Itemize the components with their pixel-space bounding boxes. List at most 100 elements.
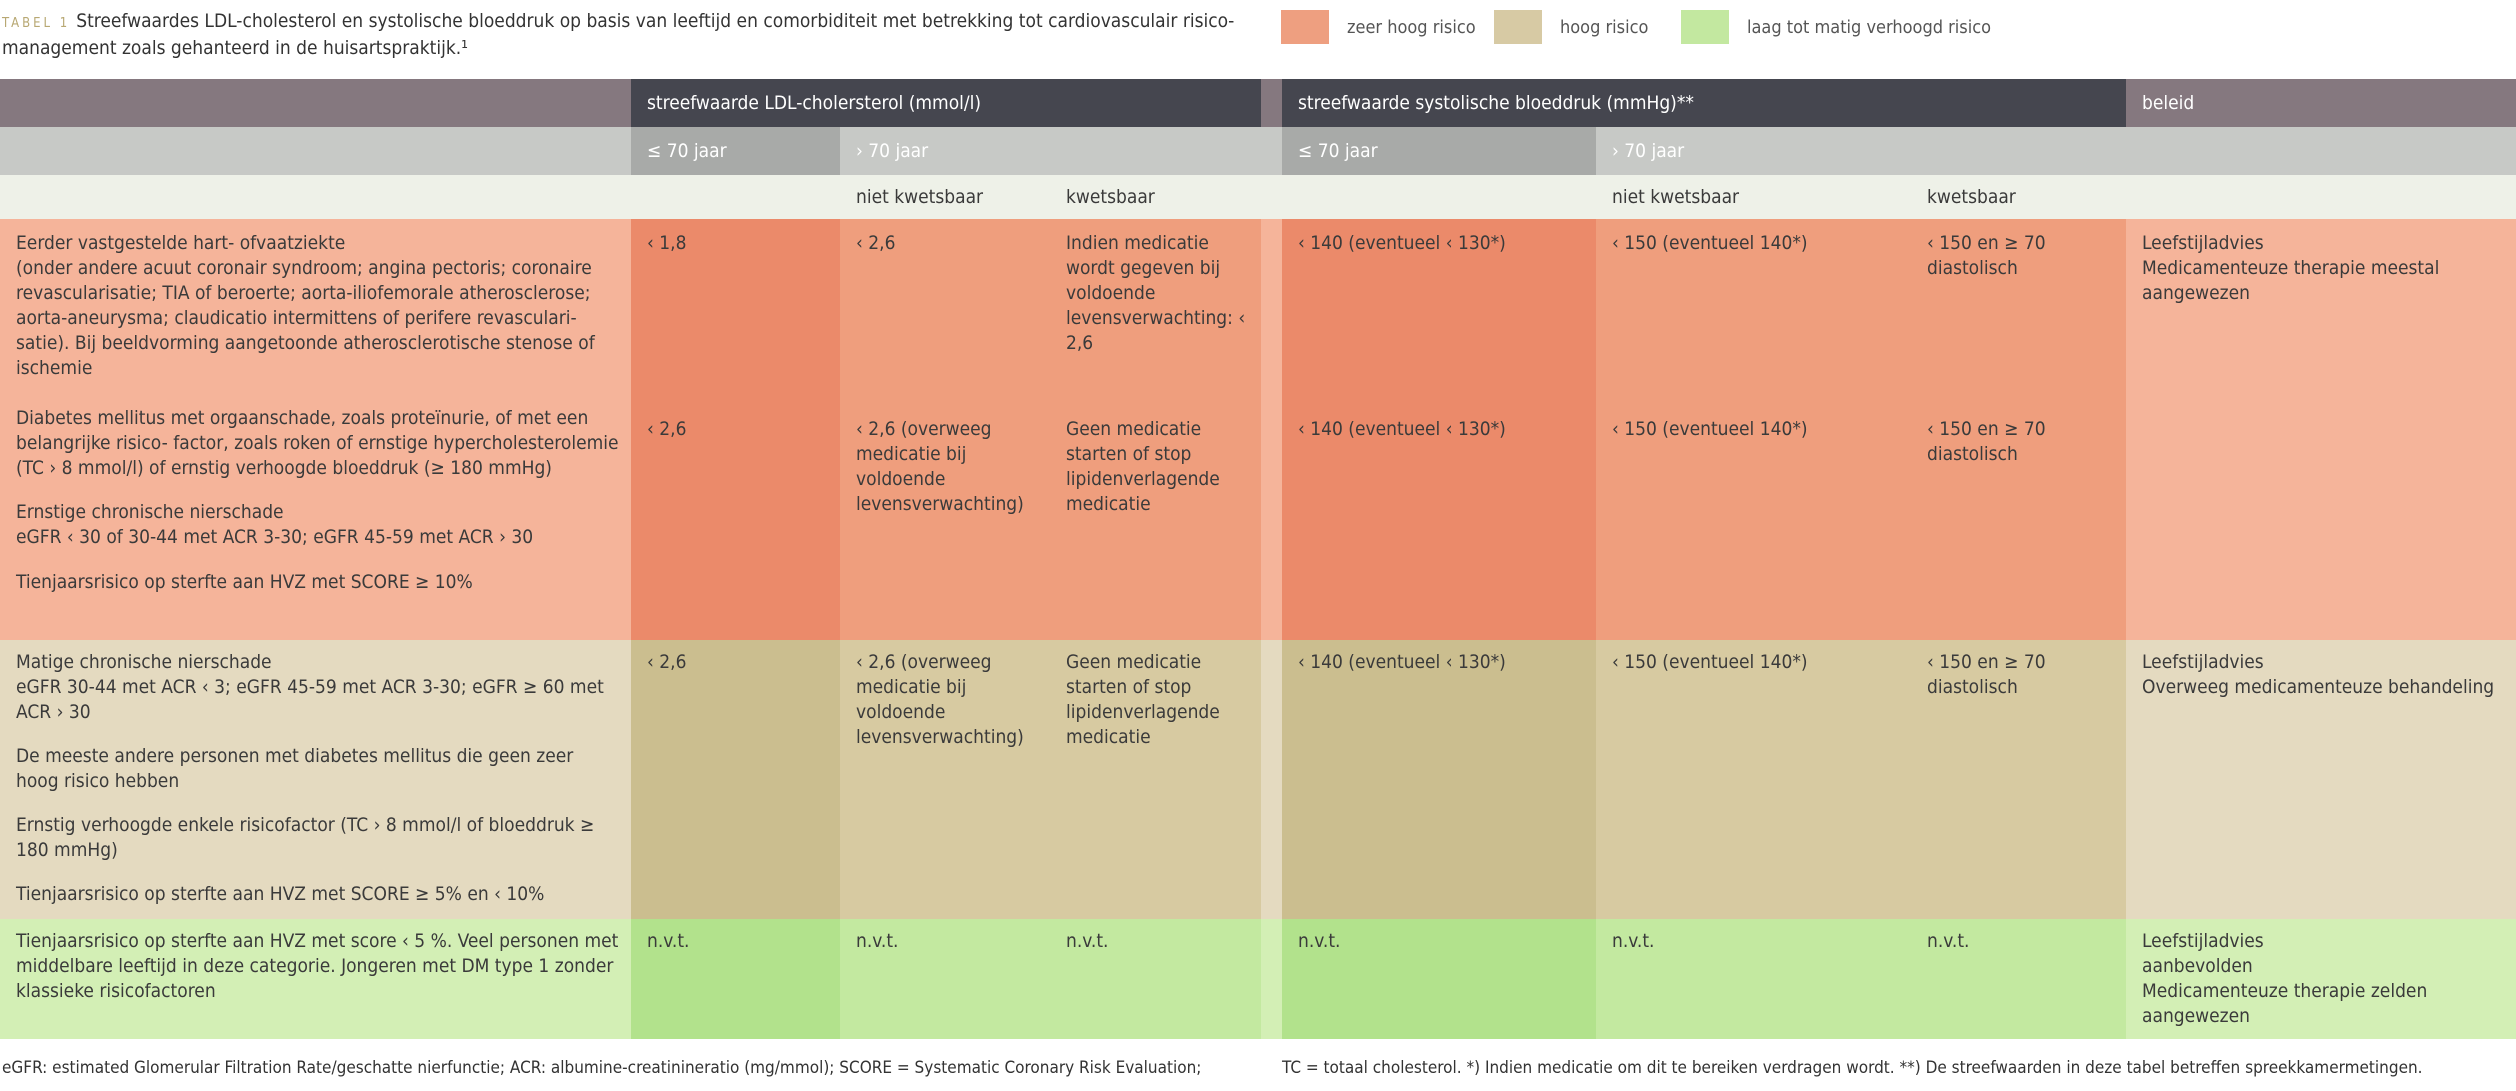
green-beleid-c: Medicamenteuze therapie zelden aangeweze…: [2142, 980, 2428, 1027]
green-beleid-b: aanbevolden: [2142, 955, 2253, 977]
subheader-ldl-gt70: › 70 jaar: [840, 127, 1261, 175]
header-beleid: beleid: [2126, 79, 2516, 127]
legend-swatch-tan: [1494, 10, 1542, 44]
subheader-gap: [1261, 127, 1282, 175]
subheader-ldl-le70-label: ≤ 70 jaar: [647, 140, 727, 162]
tan-ldl-kw-value: Geen medicatie starten of stop lipidenve…: [1066, 651, 1220, 748]
green-desc: Tienjaarsrisico op sterfte aan HVZ met s…: [16, 930, 619, 1002]
tan-beleid: Leefstijladvies Overweeg medicamenteuze …: [2126, 640, 2516, 919]
green-bp-kwetsbaar: n.v.t.: [1911, 919, 2126, 1039]
header-bp-label: streefwaarde systolische bloeddruk (mmHg…: [1298, 92, 1694, 114]
green-bp-niet-value: n.v.t.: [1612, 930, 1655, 952]
footnote-left: eGFR: estimated Glomerular Filtration Ra…: [2, 1058, 1202, 1078]
red-bp-niet-a: ‹ 150 (eventueel 140*): [1612, 232, 1808, 254]
footnote-right: TC = totaal cholesterol. *) Indien medic…: [1282, 1058, 2423, 1078]
table-label: TABEL 1: [2, 16, 71, 31]
green-bp-kw-value: n.v.t.: [1927, 930, 1970, 952]
subheader-bp-le70-label: ≤ 70 jaar: [1298, 140, 1378, 162]
header-ldl-label: streefwaarde LDL-cholersterol (mmol/l): [647, 92, 982, 114]
subheader-ldl-niet-label: niet kwetsbaar: [856, 186, 984, 208]
tan-bp-kw-value: ‹ 150 en ≥ 70 diastolisch: [1927, 651, 2046, 698]
red-bp-kw-a: ‹ 150 en ≥ 70 diastolisch: [1927, 232, 2046, 279]
legend-very-high: zeer hoog risico: [1281, 10, 1476, 44]
tan-ldl-le70: ‹ 2,6: [631, 640, 840, 919]
legend-label-very-high: zeer hoog risico: [1347, 16, 1476, 38]
subheader-bp-kwetsbaar: kwetsbaar: [1911, 175, 2126, 219]
tan-bp-niet-kwetsbaar: ‹ 150 (eventueel 140*): [1596, 640, 1911, 919]
red-desc-title: Eerder vastgestelde hart- ofvaatziekte: [16, 232, 346, 254]
legend-swatch-red: [1281, 10, 1329, 44]
tan-desc-diabetes: De meeste andere personen met diabetes m…: [16, 745, 574, 792]
red-desc-score: Tienjaarsrisico op sterfte aan HVZ met S…: [16, 571, 473, 593]
green-bp-niet-kwetsbaar: n.v.t.: [1596, 919, 1911, 1039]
red-ldl-kw-a: Indien medicatie wordt gegeven bij voldo…: [1066, 232, 1246, 354]
red-desc-detail: (onder andere acuut coronair syndroom; a…: [16, 257, 595, 379]
subheader-ldl-niet-kwetsbaar: niet kwetsbaar: [840, 175, 1050, 219]
red-bp-kw-b: ‹ 150 en ≥ 70 diastolisch: [1927, 418, 2046, 465]
red-desc-diabetes: Diabetes mellitus met orgaanschade, zoal…: [16, 407, 619, 479]
tan-row-description: Matige chronische nierschade eGFR 30-44 …: [0, 640, 631, 919]
tan-beleid-a: Leefstijladvies: [2142, 651, 2264, 673]
green-bp-le70: n.v.t.: [1282, 919, 1596, 1039]
green-ldl-niet-kwetsbaar: n.v.t.: [840, 919, 1050, 1039]
red-gap: [1261, 219, 1282, 640]
table-title: TABEL 1 Streefwaardes LDL-cholesterol en …: [2, 9, 1272, 61]
red-ldl-le70-b: ‹ 2,6: [647, 418, 687, 440]
tan-bp-niet-value: ‹ 150 (eventueel 140*): [1612, 651, 1808, 673]
subheader-ldl-kw-label: kwetsbaar: [1066, 186, 1155, 208]
green-ldl-kw-value: n.v.t.: [1066, 930, 1109, 952]
red-ldl-le70-a: ‹ 1,8: [647, 232, 687, 254]
red-bp-niet-b: ‹ 150 (eventueel 140*): [1612, 418, 1808, 440]
header-bp: streefwaarde systolische bloeddruk (mmHg…: [1282, 79, 2126, 127]
header-left-blank: [0, 79, 631, 127]
tan-bp-le70: ‹ 140 (eventueel ‹ 130*): [1282, 640, 1596, 919]
red-bp-le70-b: ‹ 140 (eventueel ‹ 130*): [1298, 418, 1506, 440]
green-beleid: Leefstijladvies aanbevolden Medicamenteu…: [2126, 919, 2516, 1039]
red-beleid-b: Medicamenteuze therapie meestal aangewez…: [2142, 257, 2440, 304]
tan-gap: [1261, 640, 1282, 919]
green-ldl-niet-value: n.v.t.: [856, 930, 899, 952]
red-beleid: Leefstijladvies Medicamenteuze therapie …: [2126, 219, 2516, 640]
legend-swatch-green: [1681, 10, 1729, 44]
green-beleid-a: Leefstijladvies: [2142, 930, 2264, 952]
red-bp-niet-kwetsbaar: ‹ 150 (eventueel 140*) ‹ 150 (eventueel …: [1596, 219, 1911, 640]
green-ldl-kwetsbaar: n.v.t.: [1050, 919, 1261, 1039]
tan-desc-kidney-detail: eGFR 30-44 met ACR ‹ 3; eGFR 45-59 met A…: [16, 676, 604, 723]
legend-label-high: hoog risico: [1560, 16, 1649, 38]
tan-desc-score: Tienjaarsrisico op sterfte aan HVZ met S…: [16, 883, 545, 905]
green-bp-le70-value: n.v.t.: [1298, 930, 1341, 952]
red-desc-kidney-detail: eGFR ‹ 30 of 30-44 met ACR 3-30; eGFR 45…: [16, 526, 534, 548]
subheader-ldl-kwetsbaar: kwetsbaar: [1050, 175, 1261, 219]
tan-beleid-b: Overweeg medicamenteuze behandeling: [2142, 676, 2495, 698]
tan-ldl-le70-value: ‹ 2,6: [647, 651, 687, 673]
red-ldl-le70: ‹ 1,8 ‹ 2,6: [631, 219, 840, 640]
red-bp-le70-a: ‹ 140 (eventueel ‹ 130*): [1298, 232, 1506, 254]
tan-desc-kidney-title: Matige chronische nierschade: [16, 651, 272, 673]
green-gap: [1261, 919, 1282, 1039]
table-caption: Streefwaardes LDL-cholesterol en systoli…: [2, 10, 1235, 59]
red-beleid-a: Leefstijladvies: [2142, 232, 2264, 254]
header-gap: [1261, 79, 1282, 127]
subheader-bp-niet-label: niet kwetsbaar: [1612, 186, 1740, 208]
green-ldl-le70: n.v.t.: [631, 919, 840, 1039]
subheader-bp-niet-kwetsbaar: niet kwetsbaar: [1596, 175, 1911, 219]
subheader-left-blank: [0, 127, 631, 175]
header-beleid-label: beleid: [2142, 92, 2195, 114]
subheader3-row: [0, 175, 2516, 219]
red-desc-kidney-title: Ernstige chronische nierschade: [16, 501, 284, 523]
subheader-beleid-blank: [2126, 127, 2516, 175]
legend-low: laag tot matig verhoogd risico: [1681, 10, 1991, 44]
red-bp-le70: ‹ 140 (eventueel ‹ 130*) ‹ 140 (eventuee…: [1282, 219, 1596, 640]
tan-ldl-niet-value: ‹ 2,6 (overweeg medicatie bij voldoende …: [856, 651, 1024, 748]
subheader-ldl-gt70-label: › 70 jaar: [856, 140, 929, 162]
red-ldl-kw-b: Geen medicatie starten of stop lipidenve…: [1066, 418, 1220, 515]
subheader-ldl-le70: ≤ 70 jaar: [631, 127, 840, 175]
header-ldl: streefwaarde LDL-cholersterol (mmol/l): [631, 79, 1261, 127]
green-row-description: Tienjaarsrisico op sterfte aan HVZ met s…: [0, 919, 631, 1039]
tan-ldl-kwetsbaar: Geen medicatie starten of stop lipidenve…: [1050, 640, 1261, 919]
subheader-bp-gt70: › 70 jaar: [1596, 127, 2126, 175]
red-ldl-niet-b: ‹ 2,6 (overweeg medicatie bij voldoende …: [856, 418, 1024, 515]
red-row-description: Eerder vastgestelde hart- ofvaatziekte (…: [0, 219, 631, 640]
tan-bp-kwetsbaar: ‹ 150 en ≥ 70 diastolisch: [1911, 640, 2126, 919]
red-ldl-niet-kwetsbaar: ‹ 2,6 ‹ 2,6 (overweeg medicatie bij vold…: [840, 219, 1050, 640]
